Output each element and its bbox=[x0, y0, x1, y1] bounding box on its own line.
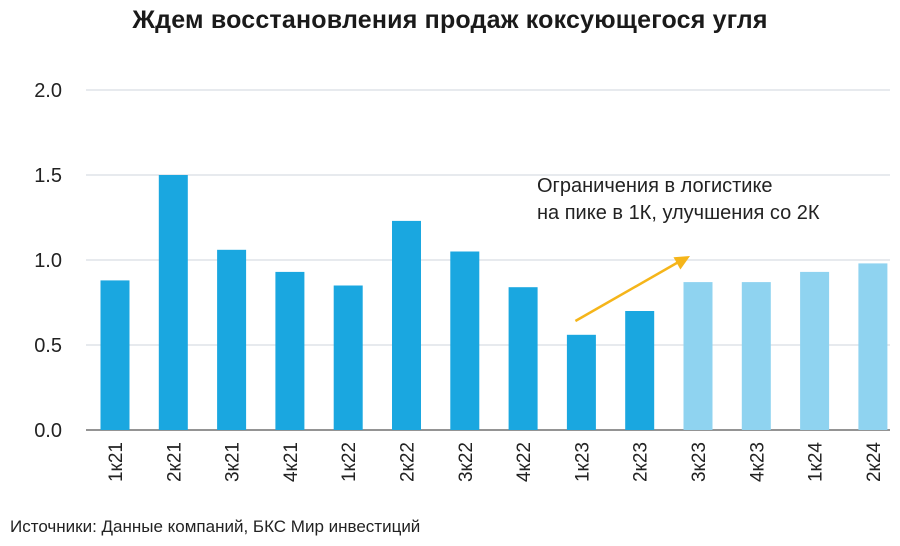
bar-1к24 bbox=[800, 271, 830, 430]
bar-1к23 bbox=[566, 334, 596, 430]
bar-2к24 bbox=[858, 263, 888, 430]
annotation-arrow bbox=[574, 258, 683, 323]
y-tick-label: 1.5 bbox=[34, 165, 62, 187]
bar-2к22 bbox=[392, 220, 421, 430]
bar-3к23 bbox=[683, 282, 713, 430]
bar-4к22 bbox=[508, 287, 538, 430]
x-tick-label: 3к21 bbox=[223, 442, 244, 482]
bar-2к21 bbox=[158, 175, 188, 430]
annotation-line: Ограничения в логистике bbox=[537, 175, 773, 197]
x-tick-label: 2к21 bbox=[164, 442, 185, 482]
source-note: Источники: Данные компаний, БКС Мир инве… bbox=[10, 517, 421, 536]
x-axis-ticks: 1к21 2к21 3к21 4к21 1к22 2к22 3к22 4к22 1к23 2к23… bbox=[106, 442, 885, 482]
y-tick-label: 0.0 bbox=[34, 420, 62, 442]
chart-title: Ждем восстановления продаж коксующегося … bbox=[132, 6, 768, 34]
bar-4к23 bbox=[741, 282, 771, 430]
annotation-line: на пике в 1К, улучшения со 2К bbox=[537, 202, 820, 224]
bar-1к22 bbox=[333, 285, 363, 430]
x-tick-label: 1к22 bbox=[339, 442, 360, 482]
bar-1к21 bbox=[100, 280, 130, 430]
bar-4к21 bbox=[275, 271, 305, 430]
x-tick-label: 4к22 bbox=[514, 442, 535, 482]
x-tick-label: 2к23 bbox=[631, 442, 652, 482]
x-tick-label: 1к23 bbox=[572, 442, 593, 482]
bar-3к21 bbox=[217, 249, 247, 430]
x-tick-label: 2к24 bbox=[864, 442, 885, 482]
y-tick-label: 1.0 bbox=[34, 250, 62, 272]
x-tick-label: 1к24 bbox=[806, 442, 827, 482]
x-tick-label: 1к21 bbox=[106, 442, 127, 482]
bar-2к23 bbox=[625, 311, 655, 430]
annotation: Ограничения в логистике на пике в 1К, улу… bbox=[537, 175, 820, 323]
annotation-arrowhead bbox=[673, 256, 690, 270]
x-tick-label: 3к23 bbox=[689, 442, 710, 482]
x-tick-label: 4к21 bbox=[281, 442, 302, 482]
bar-3к22 bbox=[450, 251, 480, 430]
y-tick-label: 0.5 bbox=[34, 335, 62, 357]
bars bbox=[100, 175, 888, 430]
x-tick-label: 4к23 bbox=[747, 442, 768, 482]
y-tick-label: 2.0 bbox=[34, 80, 62, 102]
x-tick-label: 2к22 bbox=[398, 442, 419, 482]
x-tick-label: 3к22 bbox=[456, 442, 477, 482]
y-axis-ticks: 0.0 0.5 1.0 1.5 2.0 bbox=[34, 80, 62, 442]
